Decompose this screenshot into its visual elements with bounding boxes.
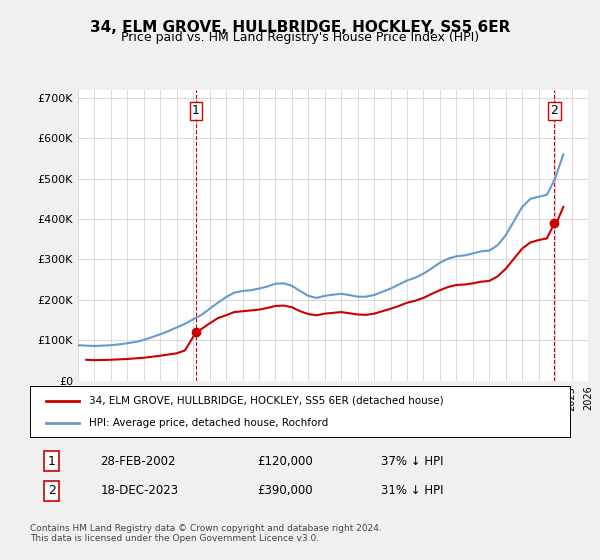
Text: Contains HM Land Registry data © Crown copyright and database right 2024.
This d: Contains HM Land Registry data © Crown c… bbox=[30, 524, 382, 543]
Text: 1: 1 bbox=[47, 455, 56, 468]
Text: Price paid vs. HM Land Registry's House Price Index (HPI): Price paid vs. HM Land Registry's House … bbox=[121, 31, 479, 44]
Text: 18-DEC-2023: 18-DEC-2023 bbox=[100, 484, 178, 497]
Text: £120,000: £120,000 bbox=[257, 455, 313, 468]
Text: HPI: Average price, detached house, Rochford: HPI: Average price, detached house, Roch… bbox=[89, 418, 329, 428]
Text: 28-FEB-2002: 28-FEB-2002 bbox=[100, 455, 176, 468]
Text: 34, ELM GROVE, HULLBRIDGE, HOCKLEY, SS5 6ER (detached house): 34, ELM GROVE, HULLBRIDGE, HOCKLEY, SS5 … bbox=[89, 395, 444, 405]
Text: 31% ↓ HPI: 31% ↓ HPI bbox=[381, 484, 443, 497]
Text: 2: 2 bbox=[551, 104, 559, 117]
Text: 1: 1 bbox=[192, 104, 200, 117]
Text: 2: 2 bbox=[47, 484, 56, 497]
Text: £390,000: £390,000 bbox=[257, 484, 313, 497]
Text: 37% ↓ HPI: 37% ↓ HPI bbox=[381, 455, 443, 468]
Text: 34, ELM GROVE, HULLBRIDGE, HOCKLEY, SS5 6ER: 34, ELM GROVE, HULLBRIDGE, HOCKLEY, SS5 … bbox=[90, 20, 510, 35]
